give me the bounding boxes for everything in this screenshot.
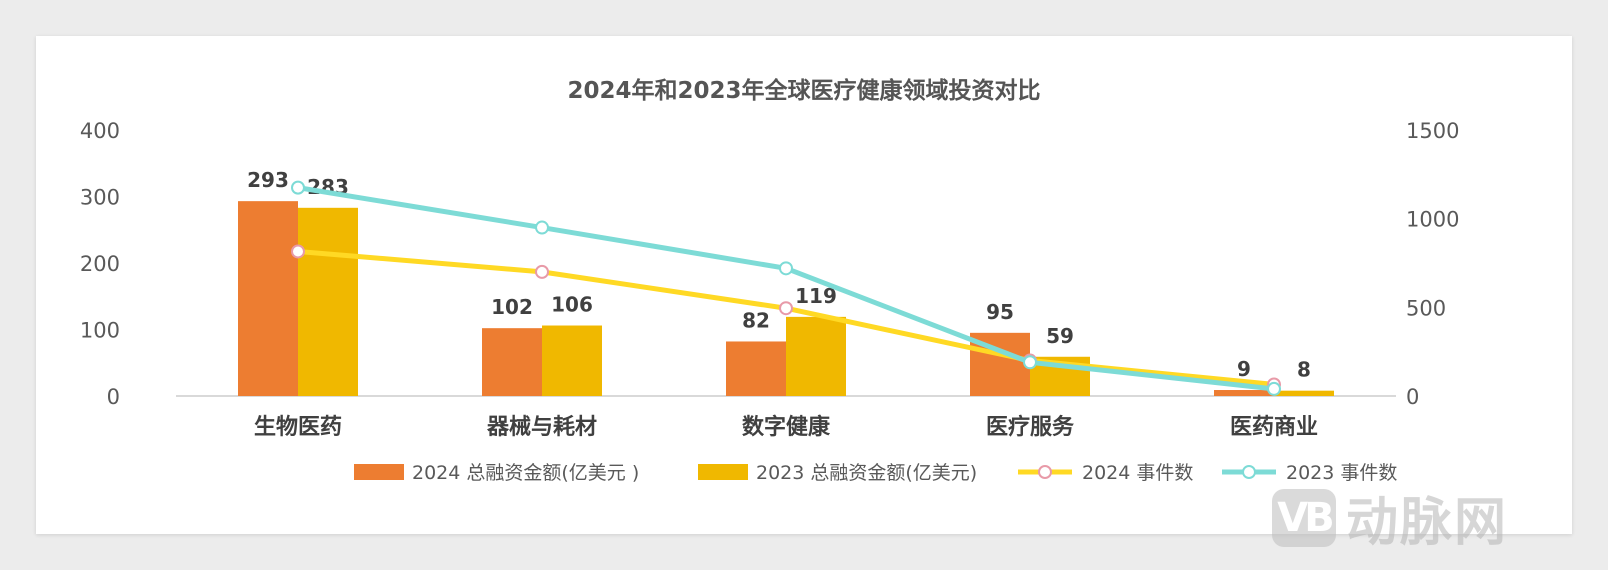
legend-marker bbox=[1038, 465, 1052, 479]
chart-card: 2024年和2023年全球医疗健康领域投资对比 0 100 200 300 400 0 500… bbox=[36, 36, 1572, 534]
bar bbox=[298, 207, 358, 396]
legend-label: 2024 事件数 bbox=[1082, 462, 1193, 484]
left-axis-tick-label: 100 bbox=[80, 319, 120, 343]
bar-data-label: 106 bbox=[551, 293, 593, 317]
line-point bbox=[779, 261, 793, 276]
category-label: 器械与耗材 bbox=[486, 414, 597, 440]
left-axis-tick-label: 400 bbox=[80, 119, 120, 143]
right-axis-tick-label: 500 bbox=[1406, 296, 1446, 320]
category-label: 数字健康 bbox=[742, 414, 831, 440]
bar bbox=[542, 325, 602, 396]
left-axis-tick-label: 200 bbox=[80, 252, 120, 276]
watermark: VB 动脉网 bbox=[1272, 480, 1508, 555]
bar bbox=[1214, 390, 1274, 396]
legend-marker bbox=[1242, 465, 1256, 479]
right-axis-tick-label: 1000 bbox=[1406, 208, 1459, 232]
bar bbox=[1274, 390, 1334, 396]
bar bbox=[726, 341, 786, 396]
bar-data-label: 293 bbox=[247, 168, 289, 192]
bar-data-label: 8 bbox=[1297, 358, 1311, 382]
line-point bbox=[779, 301, 793, 316]
legend-label: 2023 事件数 bbox=[1286, 462, 1397, 484]
legend-swatch bbox=[354, 464, 404, 480]
line-point bbox=[1267, 381, 1281, 396]
line-point bbox=[535, 264, 549, 279]
category-label: 生物医药 bbox=[254, 414, 342, 440]
bar bbox=[482, 328, 542, 396]
bar bbox=[238, 201, 298, 396]
line-point bbox=[1023, 355, 1037, 370]
chart-title: 2024年和2023年全球医疗健康领域投资对比 bbox=[567, 77, 1040, 104]
watermark-logo-icon: VB bbox=[1272, 488, 1336, 547]
legend-label: 2023 总融资金额(亿美元) bbox=[756, 462, 977, 484]
right-axis-tick-label: 0 bbox=[1406, 385, 1419, 409]
legend-swatch bbox=[698, 464, 748, 480]
bar-data-label: 95 bbox=[986, 300, 1014, 324]
line-point bbox=[535, 220, 549, 235]
category-label: 医疗服务 bbox=[986, 414, 1075, 440]
watermark-brand-text: 动脉网 bbox=[1346, 493, 1509, 553]
bar-data-label: 9 bbox=[1237, 357, 1251, 381]
bar bbox=[786, 316, 846, 396]
bar-data-label: 59 bbox=[1046, 324, 1074, 348]
left-axis-tick-label: 300 bbox=[80, 186, 120, 210]
line-point bbox=[291, 244, 305, 259]
bar-data-label: 82 bbox=[742, 308, 770, 332]
right-axis-tick-label: 1500 bbox=[1406, 119, 1459, 143]
left-axis-tick-label: 0 bbox=[107, 385, 120, 409]
line-point bbox=[291, 180, 305, 195]
category-label: 医药商业 bbox=[1230, 414, 1318, 440]
chart-svg: 2024年和2023年全球医疗健康领域投资对比 0 100 200 300 400 0 500… bbox=[80, 77, 1460, 484]
bar-data-label: 102 bbox=[491, 295, 533, 319]
legend-label: 2024 总融资金额(亿美元 ) bbox=[412, 462, 639, 484]
